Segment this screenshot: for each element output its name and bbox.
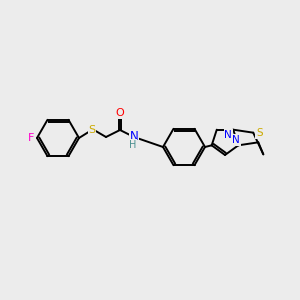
Text: S: S <box>256 128 262 138</box>
Text: H: H <box>129 140 137 150</box>
Text: N: N <box>130 130 138 143</box>
Text: N: N <box>232 135 240 145</box>
Text: S: S <box>88 125 96 135</box>
Text: N: N <box>224 130 232 140</box>
Text: F: F <box>28 133 34 143</box>
Text: O: O <box>116 108 124 118</box>
